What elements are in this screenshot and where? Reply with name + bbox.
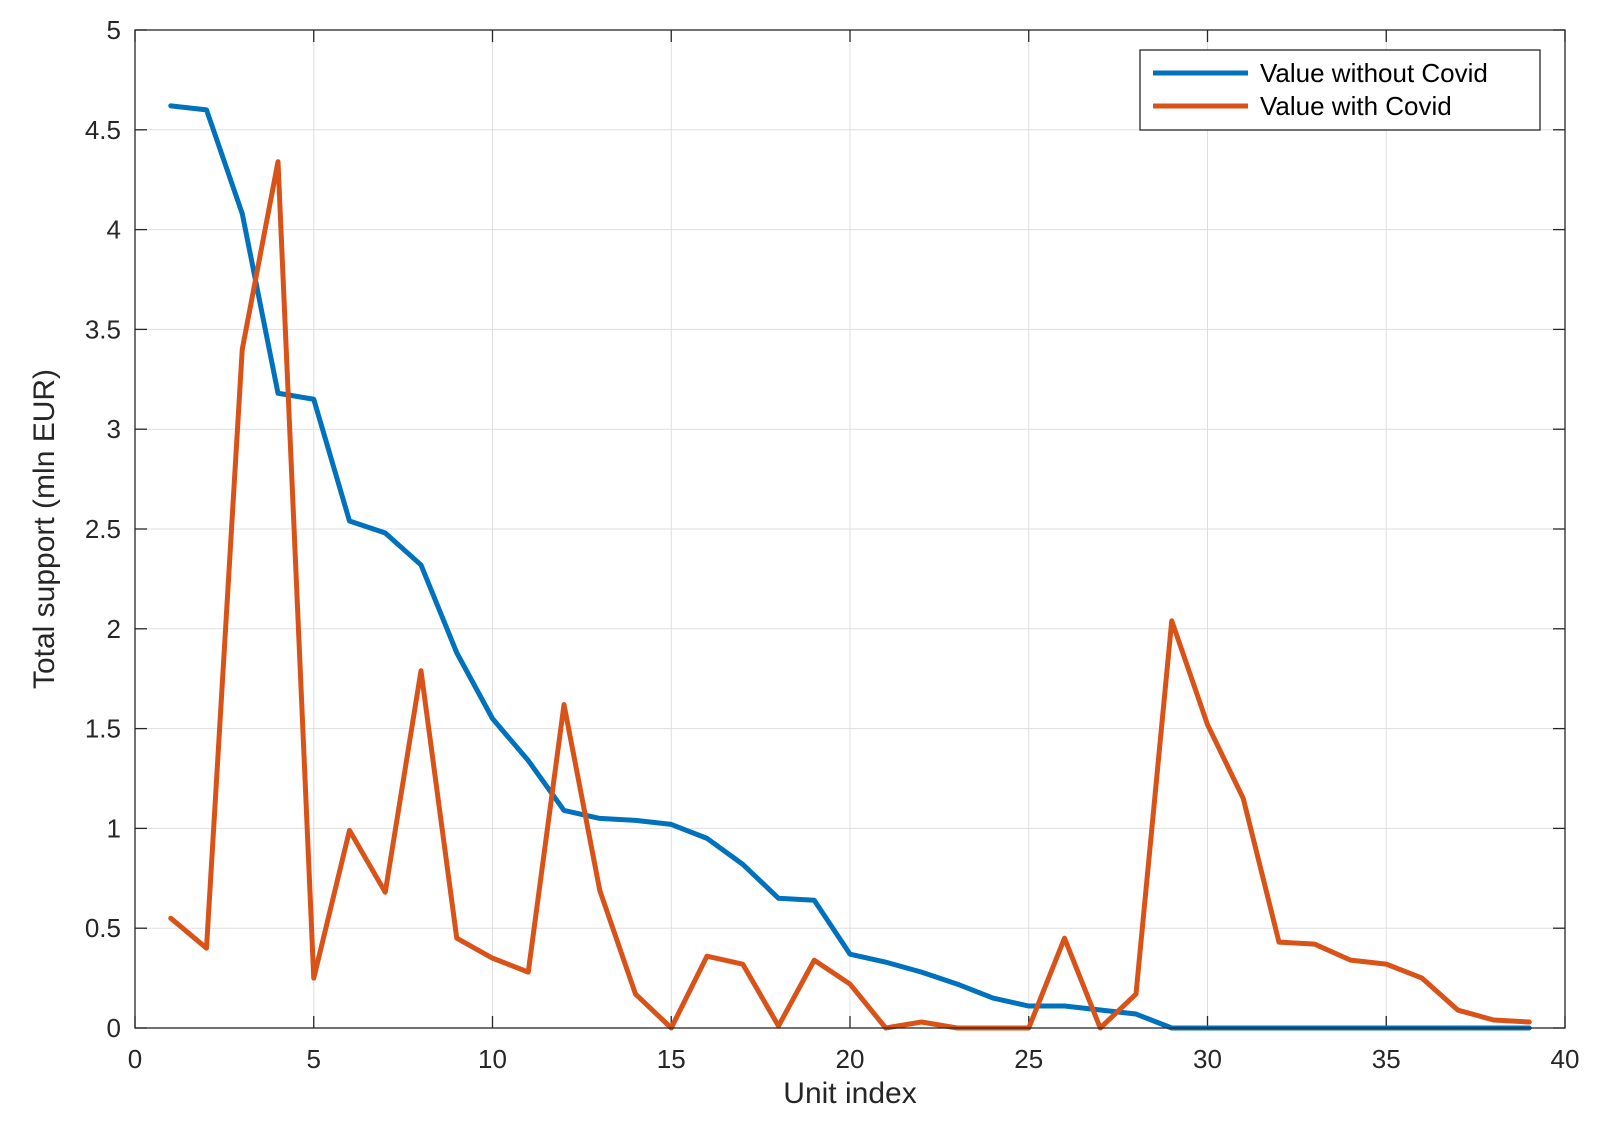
legend: Value without Covid Value with Covid [1139, 49, 1541, 131]
y-tick-label-0: 0 [107, 1013, 121, 1043]
x-tick-label-40: 40 [1551, 1044, 1580, 1074]
plot-area-frame [134, 29, 1566, 1029]
y-tick-label-2: 2 [107, 614, 121, 644]
x-tick-label-30: 30 [1193, 1044, 1222, 1074]
x-tick-label-35: 35 [1372, 1044, 1401, 1074]
x-tick-label-0: 0 [128, 1044, 142, 1074]
series-line-value-with-covid [168, 159, 1532, 1031]
y-tick-label-4-5: 4.5 [85, 115, 121, 145]
x-tick-label-10: 10 [478, 1044, 507, 1074]
x-tick-label-15: 15 [657, 1044, 686, 1074]
y-tick-label-5: 5 [107, 15, 121, 45]
y-tick-label-0-5: 0.5 [85, 913, 121, 943]
y-tick-label-4: 4 [107, 215, 121, 245]
y-tick-label-1: 1 [107, 813, 121, 843]
y-tick-label-3-5: 3.5 [85, 314, 121, 344]
legend-box [1139, 49, 1541, 131]
legend-label-value-without-covid: Value without Covid [1260, 58, 1488, 88]
legend-label-value-with-covid: Value with Covid [1260, 91, 1452, 121]
tick-labels: 0 5 10 15 20 25 30 35 40 0 0.5 1 1.5 2 2.5 3 3.5 4 4.5 5 [85, 15, 1580, 1074]
y-tick-label-2-5: 2.5 [85, 514, 121, 544]
x-tick-label-20: 20 [836, 1044, 865, 1074]
x-tick-label-5: 5 [307, 1044, 321, 1074]
x-axis-title: Unit index [783, 1077, 916, 1110]
y-tick-label-1-5: 1.5 [85, 714, 121, 744]
x-tick-label-25: 25 [1014, 1044, 1043, 1074]
y-axis-title: Total support (mln EUR) [28, 369, 61, 689]
y-tick-label-3: 3 [107, 414, 121, 444]
